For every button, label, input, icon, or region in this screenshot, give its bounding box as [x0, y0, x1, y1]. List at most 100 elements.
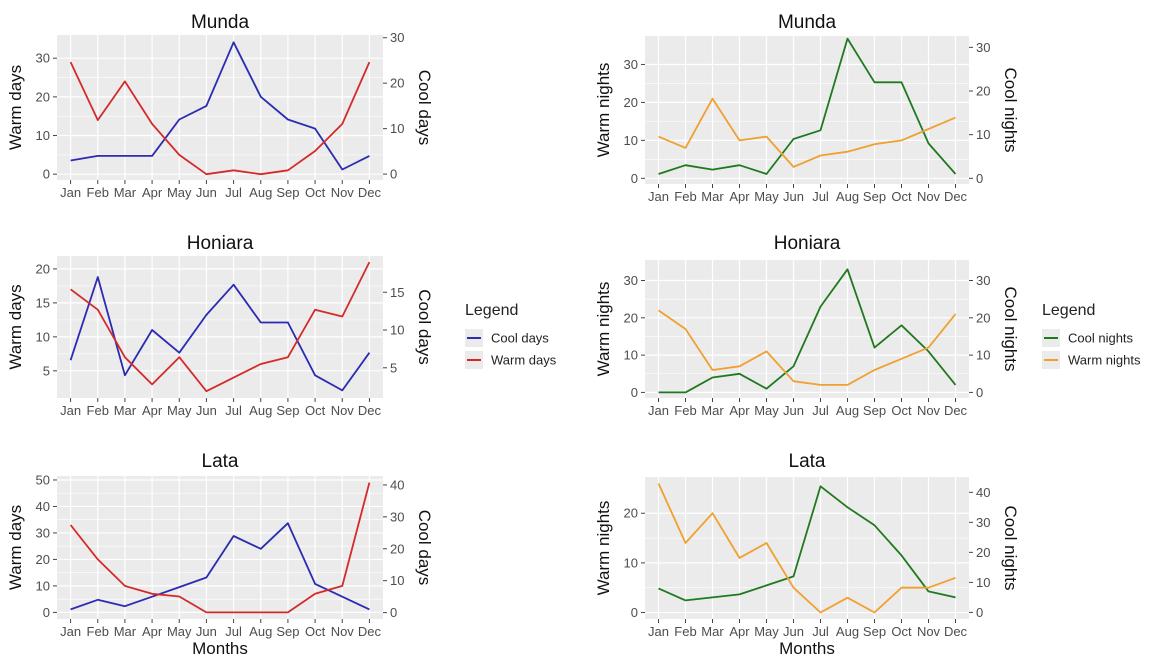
y-tick-label: 20	[624, 506, 638, 521]
y-axis-label: Warm nights	[594, 282, 613, 377]
x-tick-label: Apr	[729, 403, 750, 418]
x-tick-label: Jul	[812, 624, 829, 639]
y-tick-label: 10	[36, 578, 50, 593]
x-tick-label: Aug	[249, 185, 272, 200]
y-tick-label: 10	[624, 133, 638, 148]
y-axis-label: Warm days	[6, 65, 25, 150]
y2-tick-label: 10	[976, 348, 990, 363]
x-tick-label: May	[754, 403, 779, 418]
y2-tick-label: 0	[390, 605, 397, 620]
x-tick-label: Jun	[196, 403, 217, 418]
series-line-warm-nights	[657, 309, 957, 386]
x-tick-label: Oct	[305, 403, 326, 418]
x-tick-label: Jun	[783, 624, 804, 639]
y-tick-label: 0	[631, 605, 638, 620]
series-line-warm-nights	[657, 483, 956, 614]
y2-tick-label: 30	[976, 515, 990, 530]
y2-axis-label: Cool days	[415, 510, 434, 586]
x-tick-label: Feb	[674, 403, 696, 418]
y-tick-label: 0	[43, 605, 50, 620]
chart-panel-2: 0 10 20 30 Jan Feb Mar Apr May Jun Jul Aug Sep Oct Nov…	[594, 12, 1020, 204]
legend-label: Cool days	[491, 331, 549, 346]
x-tick-label: Feb	[87, 185, 109, 200]
x-tick-label: Jul	[225, 185, 242, 200]
x-tick-label: May	[754, 189, 779, 204]
chart-panel-5: 0 10 20 30 40 50 Jan Feb Mar Apr May Jun Jul Aug Sep Oc…	[6, 451, 434, 658]
y2-tick-label: 20	[390, 76, 404, 91]
x-tick-label: Mar	[114, 185, 137, 200]
x-tick-label: Jan	[60, 403, 81, 418]
x-tick-label: Jun	[196, 185, 217, 200]
y-tick-label: 20	[36, 89, 50, 104]
y2-tick-label: 0	[390, 167, 397, 182]
y2-axis-label: Cool days	[415, 289, 434, 365]
y2-tick-label: 20	[976, 310, 990, 325]
x-tick-label: Sep	[276, 624, 299, 639]
y2-tick-label: 20	[976, 84, 990, 99]
x-tick-label: Oct	[891, 403, 912, 418]
y-tick-label: 10	[36, 128, 50, 143]
x-tick-label: May	[754, 624, 779, 639]
y-tick-label: 30	[624, 57, 638, 72]
chart-panel-1: 0 10 20 30 Jan Feb Mar Apr May Jun Jul Aug Sep Oct Nov…	[6, 12, 434, 200]
legend-label: Warm nights	[1068, 353, 1141, 368]
x-tick-label: Dec	[358, 185, 382, 200]
y-tick-label: 15	[36, 295, 50, 310]
x-tick-label: May	[167, 185, 192, 200]
x-tick-label: Dec	[944, 189, 968, 204]
y2-tick-label: 30	[976, 40, 990, 55]
y2-tick-label: 0	[976, 605, 983, 620]
chart-title: Honiara	[774, 233, 841, 254]
plot-background	[645, 477, 969, 619]
y2-tick-label: 10	[390, 573, 404, 588]
x-tick-label: Jan	[648, 189, 669, 204]
series-line-cool-days	[70, 41, 370, 171]
chart-title: Munda	[778, 12, 837, 33]
y2-tick-label: 40	[976, 485, 990, 500]
x-tick-label: Oct	[891, 189, 912, 204]
legend-label: Cool nights	[1068, 331, 1134, 346]
series-line-cool-nights	[658, 485, 956, 602]
x-tick-label: Sep	[863, 403, 886, 418]
x-tick-label: Nov	[331, 624, 355, 639]
y2-axis-label: Cool nights	[1001, 67, 1020, 152]
x-tick-label: Aug	[249, 403, 272, 418]
x-tick-label: Jan	[60, 624, 81, 639]
y-axis-label: Warm nights	[594, 63, 613, 158]
series-line-cool-days	[70, 522, 370, 611]
x-tick-label: Apr	[729, 189, 750, 204]
chart-title: Munda	[191, 12, 250, 33]
legend-title: Legend	[1042, 302, 1095, 319]
x-axis-label: Months	[779, 639, 835, 658]
y2-tick-label: 15	[390, 285, 404, 300]
plot-background	[57, 476, 383, 619]
x-tick-label: Feb	[674, 624, 696, 639]
y-tick-label: 20	[36, 552, 50, 567]
x-tick-label: Jul	[225, 624, 242, 639]
x-tick-label: Apr	[142, 185, 163, 200]
y-tick-label: 20	[624, 95, 638, 110]
series-line-warm-days	[69, 482, 371, 614]
series-line-warm-days	[69, 61, 371, 176]
y2-axis-label: Cool nights	[1001, 286, 1020, 371]
x-tick-label: Jul	[812, 189, 829, 204]
x-tick-label: Jan	[60, 185, 81, 200]
y-tick-label: 0	[43, 167, 50, 182]
y-axis-label: Warm days	[6, 284, 25, 369]
x-tick-label: Jun	[196, 624, 217, 639]
chart-panel-4: 0 10 20 30 Jan Feb Mar Apr May Jun Jul Aug Sep Oct Nov…	[594, 233, 1020, 418]
y-tick-label: 30	[624, 273, 638, 288]
x-tick-label: Dec	[944, 624, 968, 639]
x-tick-label: Aug	[249, 624, 272, 639]
y2-axis-label: Cool nights	[1001, 505, 1020, 590]
x-tick-label: Apr	[142, 624, 163, 639]
x-tick-label: Apr	[142, 403, 163, 418]
x-tick-label: Nov	[917, 189, 941, 204]
y-tick-label: 10	[624, 348, 638, 363]
plot-background	[645, 260, 969, 398]
y-tick-label: 20	[36, 261, 50, 276]
y2-tick-label: 10	[976, 575, 990, 590]
x-tick-label: Nov	[331, 403, 355, 418]
x-tick-label: Dec	[358, 624, 382, 639]
x-tick-label: Oct	[891, 624, 912, 639]
